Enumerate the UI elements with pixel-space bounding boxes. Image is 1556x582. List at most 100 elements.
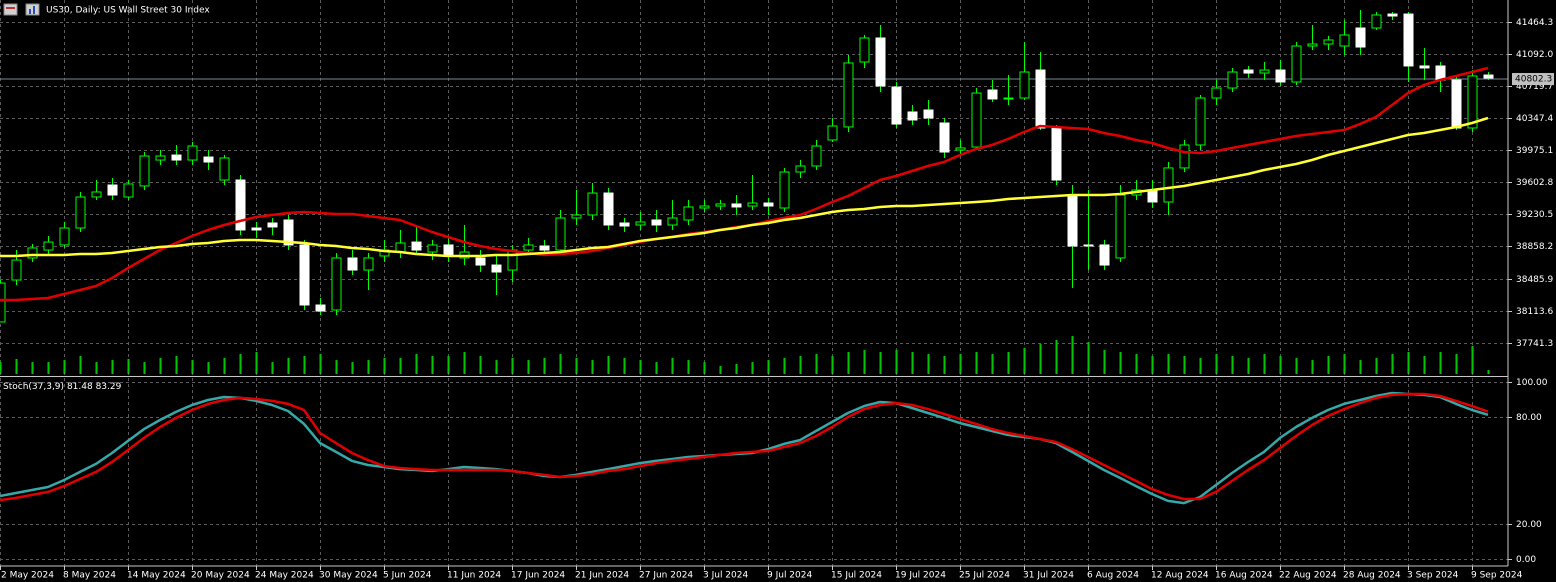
grid-layer <box>0 0 1508 566</box>
y-tick-label: 20.00 <box>1516 520 1542 530</box>
x-tick-label: 30 May 2024 <box>319 571 378 581</box>
y-tick-label: 100.00 <box>1516 378 1548 388</box>
candle-body <box>827 125 838 141</box>
candle-body <box>1099 244 1110 266</box>
menu-icon[interactable] <box>3 3 18 16</box>
candle-body <box>427 244 438 253</box>
candle-body <box>1323 39 1334 45</box>
candle-body <box>411 241 422 251</box>
candle-body <box>1195 97 1206 146</box>
candle-body <box>571 214 582 219</box>
candle-body <box>11 259 22 281</box>
x-tick-label: 11 Jun 2024 <box>447 571 501 581</box>
x-tick-label: 27 Jun 2024 <box>639 571 693 581</box>
x-tick-label: 25 Jul 2024 <box>959 571 1010 581</box>
x-tick-label: 15 Jul 2024 <box>831 571 882 581</box>
candle-body <box>955 147 966 151</box>
candle-body <box>91 191 102 198</box>
candle-body <box>27 247 38 259</box>
candle-body <box>315 304 326 312</box>
candle-body <box>0 282 6 323</box>
candle-body <box>251 227 262 231</box>
candle-body <box>635 221 646 226</box>
candle-body <box>939 122 950 153</box>
candle-body <box>347 257 358 271</box>
candle-body <box>1083 244 1094 247</box>
y-tick-label: 37741.3 <box>1516 339 1553 349</box>
stochastic-line <box>0 392 1489 502</box>
moving-average <box>0 116 1489 258</box>
candle-body <box>1339 34 1350 47</box>
y-tick-label: 38858.2 <box>1516 242 1553 252</box>
candle-body <box>1387 13 1398 17</box>
candle-body <box>667 217 678 226</box>
chart-icon[interactable] <box>25 3 40 16</box>
current-price-label: 40802.3 <box>1515 75 1552 85</box>
x-tick-label: 3 Sep 2024 <box>1407 571 1459 581</box>
candle-body <box>123 183 134 198</box>
toolbar: US30, Daily: US Wall Street 30 Index <box>3 3 210 16</box>
candle-body <box>1003 97 1014 100</box>
candle-body <box>1019 71 1030 99</box>
candle-body <box>1115 194 1126 259</box>
candle-body <box>1355 27 1366 48</box>
y-tick-label: 40719.7 <box>1516 82 1553 92</box>
x-tick-label: 22 Aug 2024 <box>1279 571 1337 581</box>
candle-body <box>539 245 550 251</box>
indicator-label: Stoch(37,3,9) 81.48 83.29 <box>3 382 122 392</box>
candle-body <box>331 257 342 311</box>
candle-body <box>1227 71 1238 89</box>
candle-body <box>923 109 934 119</box>
candle-body <box>523 244 534 251</box>
candle-body <box>283 219 294 246</box>
x-tick-label: 14 May 2024 <box>127 571 186 581</box>
candle-body <box>555 217 566 251</box>
candle-body <box>603 192 614 226</box>
x-tick-label: 16 Aug 2024 <box>1215 571 1273 581</box>
candle-body <box>731 203 742 208</box>
candle-body <box>59 227 70 246</box>
candle-body <box>795 165 806 173</box>
current-price-box <box>1512 73 1554 86</box>
candle-body <box>1403 13 1414 67</box>
y-tick-label: 41464.3 <box>1516 18 1553 28</box>
x-tick-label: 31 Jul 2024 <box>1023 571 1074 581</box>
candle-body <box>987 89 998 100</box>
candle-body <box>1259 69 1270 74</box>
y-tick-label: 38485.9 <box>1516 275 1553 285</box>
x-tick-label: 2 May 2024 <box>1 571 54 581</box>
candle-body <box>155 155 166 161</box>
candle-body <box>1451 79 1462 129</box>
x-tick-label: 3 Jul 2024 <box>703 571 748 581</box>
candle-body <box>779 171 790 209</box>
candle-body <box>907 111 918 121</box>
candle-body <box>299 244 310 306</box>
candle-body <box>1147 189 1158 203</box>
menu-icon-detail <box>6 7 15 9</box>
x-tick-label: 8 May 2024 <box>63 571 116 581</box>
candle-body <box>763 202 774 207</box>
x-tick-label: 24 May 2024 <box>255 571 314 581</box>
plot-layer <box>0 9 1508 505</box>
candle-body <box>507 249 518 271</box>
candle-body <box>1179 144 1190 169</box>
candle-body <box>811 145 822 167</box>
candle-body <box>1035 69 1046 129</box>
candle-body <box>1291 45 1302 83</box>
candle-body <box>843 62 854 128</box>
candle-body <box>107 184 118 196</box>
candle-body <box>491 264 502 273</box>
x-tick-label: 9 Sep 2024 <box>1471 571 1523 581</box>
candle-body <box>443 244 454 256</box>
indicator-name: Stoch(37,3,9) <box>3 382 64 392</box>
candle-body <box>475 257 486 266</box>
candle-body <box>971 92 982 148</box>
candle-body <box>715 203 726 207</box>
y-tick-label: 39602.8 <box>1516 178 1553 188</box>
x-tick-label: 19 Jul 2024 <box>895 571 946 581</box>
candle-body <box>75 196 86 229</box>
y-tick-label: 41092.0 <box>1516 50 1553 60</box>
